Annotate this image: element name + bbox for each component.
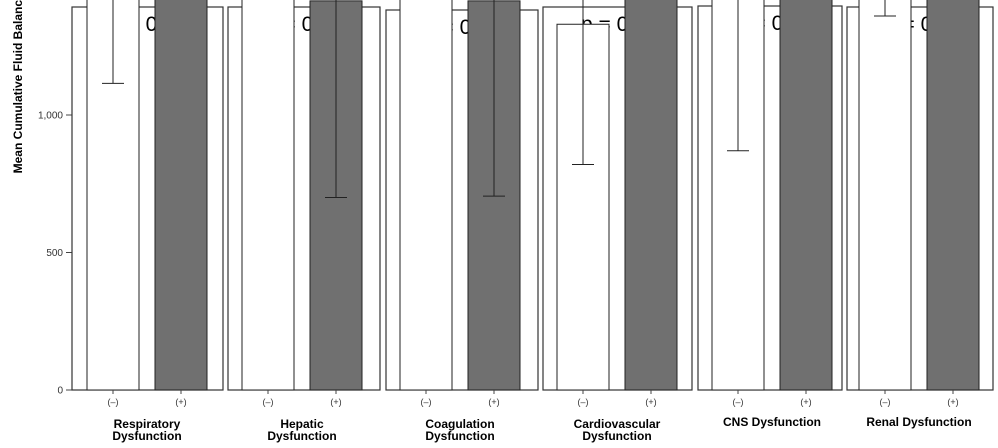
panel-frame — [542, 6, 693, 391]
y-tick-label: 500 — [46, 248, 63, 259]
y-tick-label: 0 — [57, 386, 63, 397]
category-tick-label: (+) — [175, 397, 186, 407]
group-label: Dysfunction — [425, 429, 494, 443]
panel-6: p = 0.29(–) (+)Renal Dysfunction — [846, 0, 994, 429]
group-label: Dysfunction — [112, 429, 181, 443]
bar-positive — [624, 0, 678, 391]
y-axis: Mean Cumulative Fluid Balance at 72hr(mL… — [11, 0, 72, 397]
group-label: Dysfunction — [582, 429, 651, 443]
panel-frame — [697, 5, 843, 391]
category-tick-label: (–) — [578, 397, 589, 407]
category-tick-label: (+) — [488, 397, 499, 407]
group-label: Hepatic — [280, 417, 324, 431]
panel-5: p = 0.74(–) (+)CNS Dysfunction — [697, 0, 843, 429]
group-label: CNS Dysfunction — [723, 415, 821, 429]
category-tick-label: (–) — [880, 397, 891, 407]
group-label: Respiratory — [114, 417, 181, 431]
panel-frame — [227, 6, 381, 391]
panel-frame — [385, 9, 539, 391]
y-tick-label: 1,000 — [38, 111, 63, 122]
category-tick-label: (–) — [733, 397, 744, 407]
bar-negative — [241, 0, 295, 391]
group-label: Cardiovascular — [574, 417, 661, 431]
category-tick-label: (–) — [421, 397, 432, 407]
panel-frame — [846, 6, 994, 391]
bar-positive — [926, 0, 980, 391]
category-tick-label: (–) — [108, 397, 119, 407]
bar-negative — [399, 0, 453, 391]
category-tick-label: (+) — [947, 397, 958, 407]
group-label: Renal Dysfunction — [866, 415, 971, 429]
category-tick-label: (+) — [330, 397, 341, 407]
bar-positive — [779, 0, 833, 391]
group-label: Dysfunction — [267, 429, 336, 443]
category-tick-label: (–) — [263, 397, 274, 407]
panel-frame — [71, 6, 224, 391]
bar-negative — [858, 0, 912, 391]
group-label: Coagulation — [425, 417, 494, 431]
category-tick-label: (+) — [800, 397, 811, 407]
category-tick-label: (+) — [645, 397, 656, 407]
bar-positive — [154, 0, 208, 391]
y-axis-title: Mean Cumulative Fluid Balance at 72hr(mL… — [11, 0, 25, 173]
